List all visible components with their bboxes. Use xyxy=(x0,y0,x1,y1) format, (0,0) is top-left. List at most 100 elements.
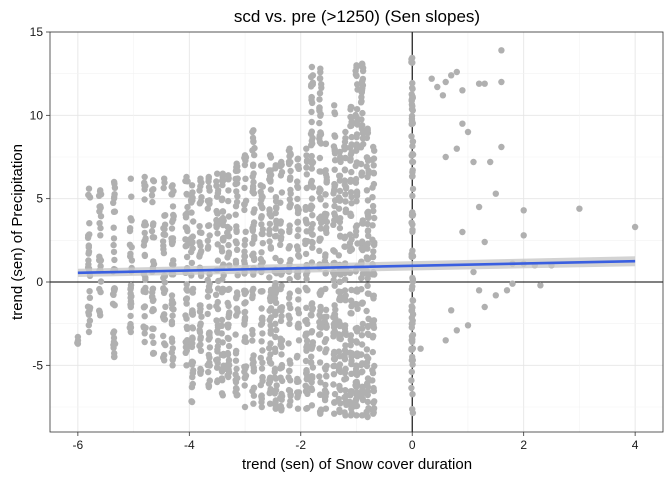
data-point xyxy=(267,171,275,179)
data-point xyxy=(149,187,156,194)
data-point xyxy=(353,380,361,388)
data-point xyxy=(258,365,266,372)
data-point xyxy=(127,286,134,293)
data-point xyxy=(160,184,167,192)
data-point xyxy=(481,238,488,246)
data-point xyxy=(303,344,310,351)
data-point xyxy=(273,326,280,334)
data-point xyxy=(250,209,257,216)
data-point xyxy=(286,145,293,152)
data-point xyxy=(241,161,249,169)
data-point xyxy=(141,287,148,295)
data-point xyxy=(233,160,240,167)
data-point xyxy=(225,187,232,194)
data-point xyxy=(190,218,197,225)
data-point xyxy=(364,391,371,399)
data-point xyxy=(241,363,248,370)
data-point xyxy=(250,138,257,145)
data-point xyxy=(110,353,118,361)
data-point xyxy=(126,225,134,232)
data-point xyxy=(408,357,415,364)
data-point xyxy=(277,317,285,325)
data-point xyxy=(303,337,311,344)
data-point xyxy=(241,206,248,214)
data-point xyxy=(341,143,348,150)
data-point xyxy=(346,240,354,247)
chart-title: scd vs. pre (>1250) (Sen slopes) xyxy=(234,7,480,26)
data-point xyxy=(204,361,211,369)
data-point xyxy=(336,224,344,232)
data-point xyxy=(316,119,323,127)
data-point xyxy=(278,337,286,344)
panel-border xyxy=(49,31,664,433)
data-point xyxy=(341,138,349,146)
data-point xyxy=(317,391,324,398)
data-point xyxy=(370,387,377,395)
data-point xyxy=(285,340,292,347)
data-point xyxy=(359,383,366,390)
data-point xyxy=(220,234,227,242)
data-point xyxy=(369,348,376,356)
data-point xyxy=(303,304,310,311)
data-point xyxy=(189,285,197,293)
data-point xyxy=(259,377,266,385)
data-point xyxy=(308,328,316,335)
data-point xyxy=(205,351,212,359)
data-point xyxy=(322,349,329,356)
data-point xyxy=(336,295,343,302)
data-point xyxy=(316,154,324,162)
data-point xyxy=(475,203,483,211)
data-point xyxy=(331,348,338,356)
fit-line xyxy=(77,259,636,275)
data-point xyxy=(294,184,302,191)
data-point xyxy=(232,371,239,378)
data-point xyxy=(278,390,285,398)
data-point xyxy=(249,356,256,363)
data-point xyxy=(453,145,460,152)
data-point xyxy=(242,288,250,296)
data-point xyxy=(241,334,249,341)
x-tick-label: 0 xyxy=(409,438,416,452)
data-point xyxy=(127,303,134,311)
data-point xyxy=(219,195,226,202)
data-point xyxy=(342,365,349,373)
data-point xyxy=(358,94,365,101)
data-point xyxy=(358,274,365,282)
data-point xyxy=(250,367,258,374)
data-point xyxy=(357,361,365,369)
data-point xyxy=(249,387,256,395)
data-point xyxy=(85,250,92,257)
data-point xyxy=(341,166,349,173)
data-point xyxy=(370,207,377,215)
data-point xyxy=(97,224,104,232)
data-point xyxy=(232,257,240,264)
data-point xyxy=(342,342,349,349)
data-point xyxy=(364,290,372,297)
data-point xyxy=(331,410,338,417)
data-point xyxy=(498,47,505,54)
data-point xyxy=(358,300,366,307)
data-point xyxy=(142,276,149,283)
data-point xyxy=(241,300,248,307)
data-point xyxy=(358,60,366,67)
data-point xyxy=(365,214,372,221)
y-tick-label: 15 xyxy=(30,25,44,39)
data-point xyxy=(353,72,360,80)
data-point xyxy=(359,220,366,227)
data-point xyxy=(357,160,365,168)
data-point xyxy=(308,108,315,116)
data-point xyxy=(196,251,203,259)
data-point xyxy=(218,244,225,252)
data-point xyxy=(364,282,371,289)
data-point xyxy=(212,291,220,298)
data-point xyxy=(409,185,417,193)
data-point xyxy=(97,232,104,239)
data-point xyxy=(141,303,149,310)
data-point xyxy=(110,248,118,256)
data-point xyxy=(322,336,330,343)
data-point xyxy=(347,103,355,111)
data-point xyxy=(448,307,455,314)
data-point xyxy=(141,338,148,346)
data-point xyxy=(183,173,190,181)
data-point xyxy=(363,346,371,353)
